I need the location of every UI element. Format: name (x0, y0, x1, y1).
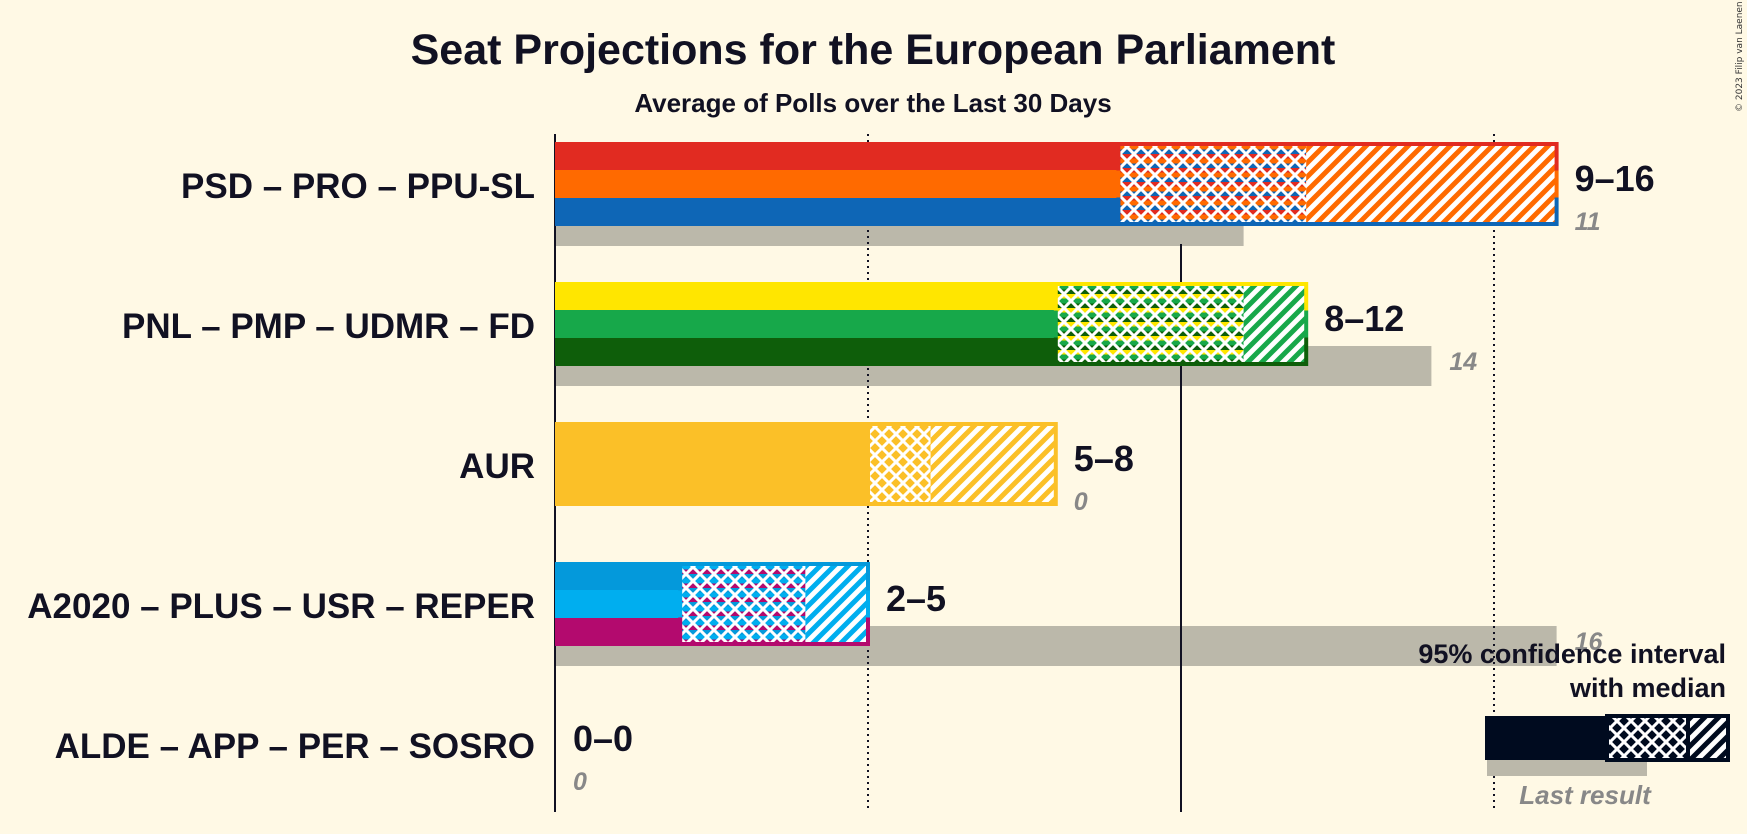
legend-last-result-label: Last result (1519, 780, 1652, 810)
bar-ci-outline (1053, 282, 1309, 366)
last-result-label: 14 (1449, 348, 1477, 376)
bar-ci-lower (1055, 282, 1244, 366)
bar-ci-upper (1306, 142, 1557, 226)
chart-subtitle: Average of Polls over the Last 30 Days (634, 88, 1111, 118)
legend-solid-bar (1485, 716, 1607, 760)
legend: 95% confidence interval with median Last… (1418, 639, 1730, 810)
copyright-notice: © 2023 Filip van Laenen (1735, 1, 1745, 112)
party-label: ALDE – APP – PER – SOSRO (55, 727, 535, 766)
projection-bars (555, 142, 1559, 646)
bar-ci-outline (1116, 142, 1559, 226)
legend-line-2: with median (1569, 673, 1726, 703)
bar-ci-lower (680, 562, 806, 646)
party-label: AUR (459, 447, 535, 486)
bar-ci-outline (678, 562, 871, 646)
bar-ci-lower (868, 422, 931, 506)
party-label: PNL – PMP – UDMR – FD (122, 307, 535, 346)
bar-solid (555, 562, 681, 646)
bar-solid (555, 142, 1119, 226)
bar-solid (555, 422, 868, 506)
last-result-label: 16 (1575, 628, 1604, 656)
range-label: 5–8 (1074, 438, 1134, 479)
last-result-label: 11 (1575, 208, 1601, 236)
last-result-label: 0 (573, 768, 587, 796)
bar-ci-outline (866, 422, 1058, 506)
labels: PSD – PRO – PPU-SL 9–16 11 PNL – PMP – UDMR… (27, 158, 1654, 796)
legend-crosshatch-bar (1605, 714, 1690, 762)
range-label: 2–5 (886, 578, 946, 619)
last-result-label: 0 (1074, 488, 1088, 516)
chart-title: Seat Projections for the European Parlia… (411, 26, 1336, 74)
bar-solid (555, 282, 1056, 366)
legend-line-1: 95% confidence interval (1418, 639, 1726, 669)
bar-ci-lower (1118, 142, 1307, 226)
bar-ci-upper (930, 422, 1056, 506)
bar-ci-upper (1243, 282, 1307, 366)
range-label: 8–12 (1324, 298, 1404, 339)
range-label: 0–0 (573, 718, 633, 759)
range-label: 9–16 (1575, 158, 1655, 199)
party-label: A2020 – PLUS – USR – REPER (27, 587, 535, 626)
legend-hatch-bar (1686, 714, 1730, 762)
bar-ci-upper (805, 562, 868, 646)
party-label: PSD – PRO – PPU-SL (181, 167, 535, 206)
